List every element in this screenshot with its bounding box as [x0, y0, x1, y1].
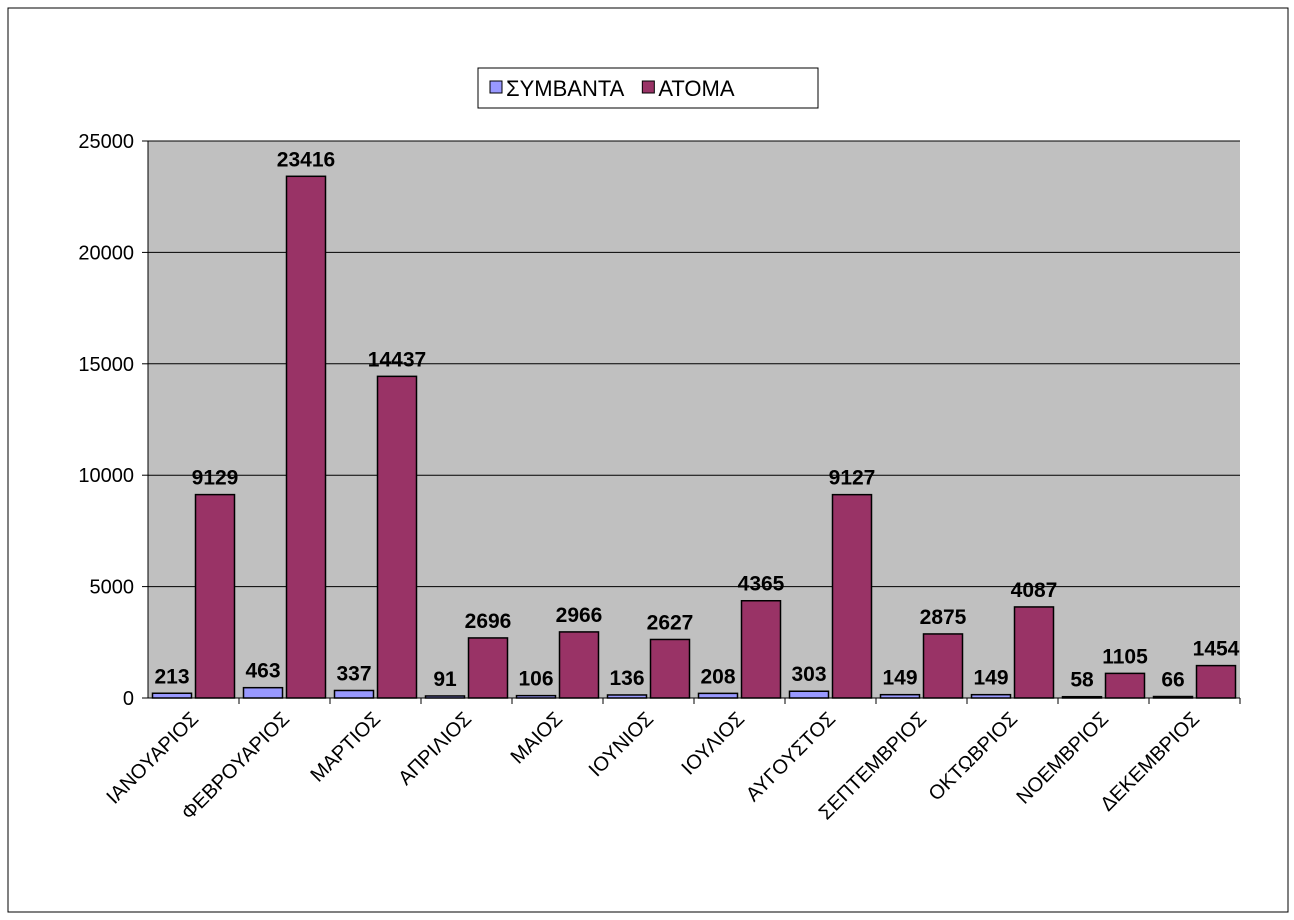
plot-area — [148, 141, 1240, 698]
bar — [970, 693, 1012, 699]
y-tick-label: 15000 — [78, 354, 134, 376]
bar — [467, 637, 509, 699]
data-label: 2696 — [465, 610, 512, 633]
bar — [194, 493, 236, 699]
bar — [1104, 672, 1146, 699]
data-label: 1454 — [1193, 638, 1240, 661]
bar — [606, 694, 648, 699]
bar — [1152, 695, 1194, 699]
bar — [697, 692, 739, 699]
y-tick-label: 5000 — [90, 577, 135, 599]
data-label: 213 — [154, 665, 189, 688]
legend-label: ΑΤΟΜΑ — [658, 76, 735, 101]
legend-swatch — [489, 80, 503, 94]
y-tick-label: 10000 — [78, 465, 134, 487]
data-label: 149 — [973, 667, 1008, 690]
data-label: 4087 — [1011, 579, 1058, 602]
data-label: 4365 — [738, 573, 785, 596]
data-label: 58 — [1070, 669, 1094, 692]
data-label: 9127 — [829, 467, 876, 490]
data-label: 9129 — [192, 467, 239, 490]
data-label: 463 — [245, 660, 280, 683]
bar — [376, 375, 418, 699]
data-label: 2627 — [647, 611, 694, 634]
bar — [242, 686, 284, 699]
bar — [649, 638, 691, 699]
bar — [879, 693, 921, 699]
bar — [788, 690, 830, 699]
data-label: 106 — [518, 668, 553, 691]
data-label: 23416 — [277, 148, 335, 171]
y-tick-label: 0 — [123, 688, 134, 710]
bar — [151, 692, 193, 699]
bar — [424, 695, 466, 699]
data-label: 136 — [609, 667, 644, 690]
data-label: 208 — [700, 665, 735, 688]
bar — [1061, 695, 1103, 699]
bar — [333, 689, 375, 699]
y-tick-label: 25000 — [78, 131, 134, 153]
legend: ΣΥΜΒΑΝΤΑ ΑΤΟΜΑ — [477, 67, 819, 109]
data-label: 337 — [336, 662, 371, 685]
data-label: 14437 — [368, 348, 426, 371]
data-label: 2875 — [920, 606, 967, 629]
legend-swatch — [641, 80, 655, 94]
bar — [285, 175, 327, 699]
data-label: 149 — [882, 667, 917, 690]
bar — [1195, 664, 1237, 699]
data-label: 303 — [791, 663, 826, 686]
bar — [1013, 606, 1055, 699]
data-label: 1105 — [1102, 645, 1148, 668]
legend-label: ΣΥΜΒΑΝΤΑ — [506, 76, 625, 101]
y-tick-label: 20000 — [78, 242, 134, 264]
data-label: 2966 — [556, 604, 603, 627]
bar — [922, 633, 964, 699]
bar — [740, 599, 782, 699]
data-label: 66 — [1161, 669, 1184, 692]
bar — [831, 493, 873, 699]
bar — [558, 631, 600, 699]
bar — [515, 694, 557, 699]
data-label: 91 — [433, 668, 457, 691]
